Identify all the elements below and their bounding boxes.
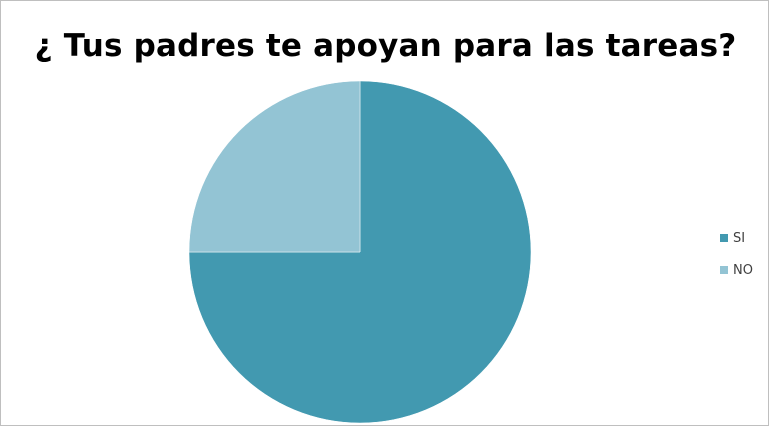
legend-item-si: SI <box>720 228 753 248</box>
legend-label-si: SI <box>733 230 746 246</box>
pie-slice-si <box>188 80 532 424</box>
legend-swatch-si <box>720 234 728 242</box>
legend: SI NO <box>720 228 753 292</box>
legend-label-no: NO <box>733 262 753 278</box>
chart-title: ¿ Tus padres te apoyan para las tareas? <box>34 28 737 64</box>
pie-slices <box>188 80 532 424</box>
legend-item-no: NO <box>720 260 753 280</box>
pie-slice-no <box>188 80 361 253</box>
legend-swatch-no <box>720 266 728 274</box>
